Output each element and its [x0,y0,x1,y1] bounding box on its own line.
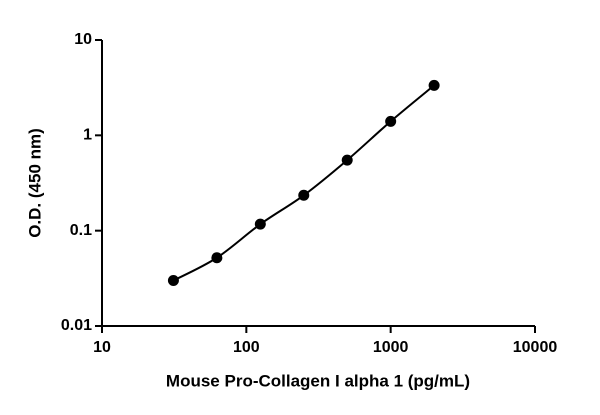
data-point [254,218,266,230]
data-point [298,189,310,201]
x-tick-label: 10 [93,339,111,356]
y-tick-label: 0.1 [70,222,92,239]
x-axis-label: Mouse Pro-Collagen I alpha 1 (pg/mL) [166,371,470,390]
y-tick-label: 10 [74,31,92,48]
x-tick-label: 10000 [513,339,558,356]
x-tick-label: 1000 [373,339,409,356]
y-tick-label: 1 [83,127,92,144]
data-point [211,252,223,264]
data-point [341,154,353,166]
x-tick-label: 100 [233,339,260,356]
data-point [385,115,397,127]
data-point [428,79,440,91]
data-point [167,275,179,287]
y-tick-label: 0.01 [61,317,92,334]
y-axis-label: O.D. (450 nm) [25,128,44,238]
fit-curve [172,84,435,282]
